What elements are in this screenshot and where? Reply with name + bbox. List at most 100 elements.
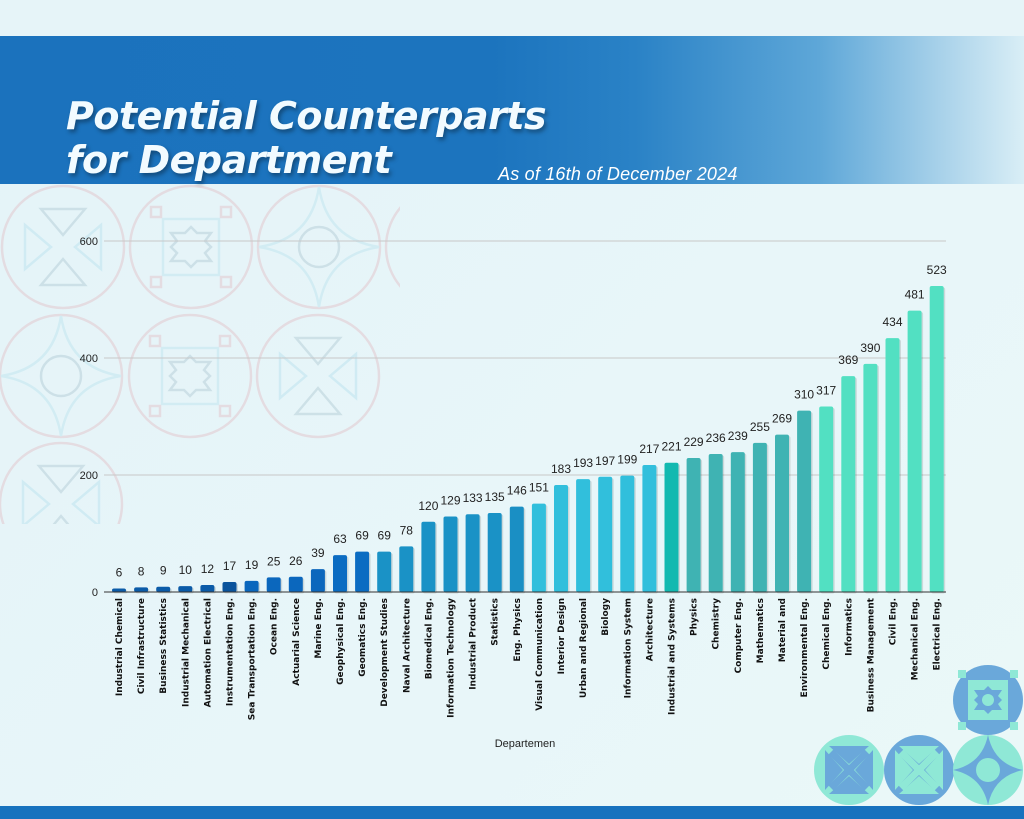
value-labels: 6 8 9 10 12 17 19 25 26 39 63 69 69 78 120 129 133 135 146…	[116, 263, 947, 579]
bar[interactable]	[134, 587, 149, 592]
y-tick-label: 200	[80, 470, 98, 482]
value-label: 434	[882, 315, 902, 329]
bar[interactable]	[841, 376, 856, 592]
bar[interactable]	[377, 551, 392, 592]
four-point-star-ornament-icon	[0, 313, 124, 439]
x-tick-label: Environmental Eng.	[800, 598, 810, 697]
x-petal-ornament-icon	[0, 184, 126, 310]
bar[interactable]	[244, 580, 259, 592]
bar[interactable]	[465, 514, 480, 592]
x-tick-label: Business Management	[866, 597, 876, 712]
value-label: 183	[551, 462, 571, 476]
bar[interactable]	[907, 310, 922, 592]
header-banner: Potential Counterparts for Department As…	[0, 36, 1024, 184]
value-label: 25	[267, 554, 281, 568]
value-label: 317	[816, 384, 836, 398]
value-label: 17	[223, 559, 237, 573]
value-label: 221	[661, 440, 681, 454]
bar[interactable]	[797, 410, 812, 592]
bar[interactable]	[509, 506, 524, 592]
x-tick-label: Computer Eng.	[734, 598, 744, 673]
x-tick-label: Architecture	[645, 598, 655, 661]
x-tick-label: Mechanical Eng.	[911, 598, 921, 680]
bar[interactable]	[929, 286, 944, 592]
bar[interactable]	[288, 576, 303, 592]
value-label: 390	[860, 341, 880, 355]
bar[interactable]	[686, 458, 701, 592]
value-label: 481	[905, 288, 925, 302]
bar[interactable]	[752, 442, 767, 592]
bar[interactable]	[487, 513, 502, 592]
bar[interactable]	[554, 484, 568, 592]
x-tick-label: Sea Transportation Eng.	[248, 598, 258, 720]
value-label: 9	[160, 564, 167, 578]
x-tick-label: Biomedical Eng.	[424, 598, 434, 679]
x-tick-label: Actuarial Science	[292, 598, 302, 686]
value-label: 19	[245, 558, 259, 572]
x-tick-label: Industrial Chemical	[115, 598, 125, 696]
value-label: 129	[440, 494, 460, 508]
value-label: 197	[595, 454, 615, 468]
value-label: 12	[201, 562, 215, 576]
value-label: 193	[573, 456, 593, 470]
x-tick-label: Business Statistics	[159, 598, 169, 694]
value-label: 217	[639, 442, 659, 456]
title-line-2: for Department	[66, 138, 392, 182]
bar[interactable]	[310, 569, 325, 592]
bar[interactable]	[863, 363, 878, 592]
value-label: 229	[684, 435, 704, 449]
bar[interactable]	[708, 453, 723, 592]
footer-bar	[0, 806, 1024, 819]
bar[interactable]	[598, 476, 613, 592]
bars	[112, 286, 946, 594]
value-label: 26	[289, 554, 303, 568]
bar[interactable]	[222, 582, 237, 592]
bar[interactable]	[664, 462, 679, 592]
date-subtitle: As of 16th of December 2024	[498, 164, 738, 184]
bar[interactable]	[775, 434, 789, 592]
bar[interactable]	[200, 584, 215, 592]
bar[interactable]	[443, 516, 458, 592]
x-tick-label: Instrumentation Eng.	[226, 598, 236, 706]
x-petal-medallion-icon	[814, 735, 884, 805]
bar[interactable]	[620, 475, 635, 592]
bar[interactable]	[642, 465, 657, 592]
bar[interactable]	[156, 586, 171, 592]
star-square-ornament-icon	[127, 313, 253, 439]
x-tick-label: Chemistry	[712, 598, 722, 650]
bar[interactable]	[730, 452, 745, 592]
bar[interactable]	[266, 577, 281, 592]
y-axis-ticks: 0 200 400 600	[80, 236, 98, 599]
bar[interactable]	[178, 586, 193, 592]
star-square-ornament-icon	[128, 184, 254, 310]
bar[interactable]	[576, 479, 591, 592]
bar[interactable]	[421, 521, 436, 592]
y-tick-label: 600	[80, 236, 98, 248]
value-label: 146	[507, 484, 527, 498]
x-tick-label: Material and	[778, 598, 788, 662]
four-point-star-medallion-icon	[953, 735, 1023, 805]
x-tick-label: Biology	[601, 598, 611, 636]
x-tick-label: Visual Communication	[535, 598, 545, 711]
background-ornament-pattern	[0, 184, 400, 524]
x-tick-label: Geomatics Eng.	[358, 598, 368, 677]
bar[interactable]	[531, 503, 546, 592]
bar[interactable]	[333, 555, 347, 592]
bar[interactable]	[399, 546, 414, 592]
x-tick-label: Geophysical Eng.	[336, 598, 346, 685]
corner-medallions	[814, 665, 1023, 805]
value-label: 199	[617, 453, 637, 467]
page-title: Potential Counterparts for Department	[66, 94, 547, 182]
bar[interactable]	[819, 406, 834, 592]
value-label: 6	[116, 565, 123, 579]
bar[interactable]	[885, 338, 900, 592]
value-label: 369	[838, 353, 858, 367]
value-label: 239	[728, 429, 748, 443]
x-tick-label: Civil Infrastructure	[137, 598, 147, 694]
x-petal-ornament-icon	[255, 313, 381, 439]
x-petal-medallion-icon	[884, 735, 954, 805]
bar[interactable]	[355, 551, 370, 592]
bar[interactable]	[112, 588, 126, 592]
value-label: 255	[750, 420, 770, 434]
